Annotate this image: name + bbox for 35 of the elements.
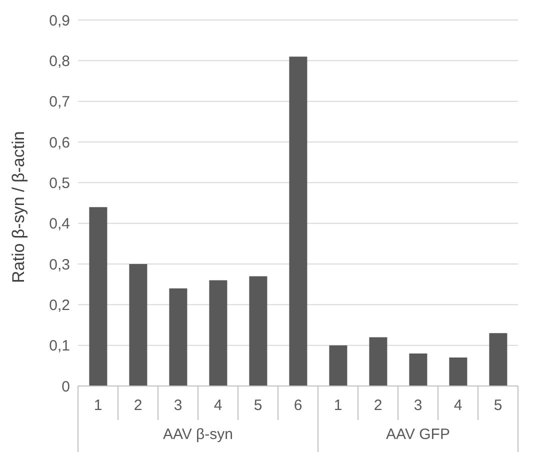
y-axis-title: Ratio β-syn / β-actin bbox=[9, 131, 28, 283]
text: AAV GFP bbox=[385, 426, 451, 443]
x-tick-label: 6 bbox=[294, 397, 302, 414]
x-tick-label: 5 bbox=[254, 397, 262, 414]
x-tick-label: 1 bbox=[94, 397, 102, 414]
x-tick-label: 2 bbox=[134, 397, 142, 414]
bar bbox=[89, 207, 108, 386]
y-tick-label: 0,3 bbox=[49, 256, 70, 274]
y-tick-label: 0 bbox=[62, 378, 70, 396]
x-tick-label: 3 bbox=[414, 397, 422, 414]
x-tick-label: 2 bbox=[374, 397, 382, 414]
bar bbox=[209, 280, 228, 386]
x-tick-label: 3 bbox=[174, 397, 182, 414]
bar bbox=[129, 264, 148, 386]
bar bbox=[449, 358, 468, 386]
bar bbox=[289, 56, 308, 386]
text: AAV β-syn bbox=[162, 426, 234, 443]
y-tick-label: 0,4 bbox=[49, 216, 70, 233]
y-tick-label: 0,2 bbox=[49, 296, 70, 314]
y-tick-label: 0,5 bbox=[49, 174, 70, 192]
x-tick-label: 4 bbox=[454, 397, 462, 414]
bar bbox=[489, 333, 508, 386]
x-tick-label: 5 bbox=[494, 397, 502, 414]
bar bbox=[329, 345, 348, 386]
y-tick-label: 0,9 bbox=[49, 12, 70, 30]
bar bbox=[369, 337, 388, 386]
x-tick-label: 1 bbox=[334, 397, 342, 414]
bar bbox=[169, 288, 188, 386]
y-tick-label: 0,8 bbox=[49, 52, 70, 70]
y-tick-label: 0,1 bbox=[49, 338, 70, 355]
x-tick-label: 4 bbox=[214, 397, 222, 414]
y-tick-label: 0,7 bbox=[49, 94, 70, 111]
bar bbox=[409, 353, 428, 386]
bar bbox=[249, 276, 268, 386]
y-tick-label: 0,6 bbox=[49, 134, 70, 152]
